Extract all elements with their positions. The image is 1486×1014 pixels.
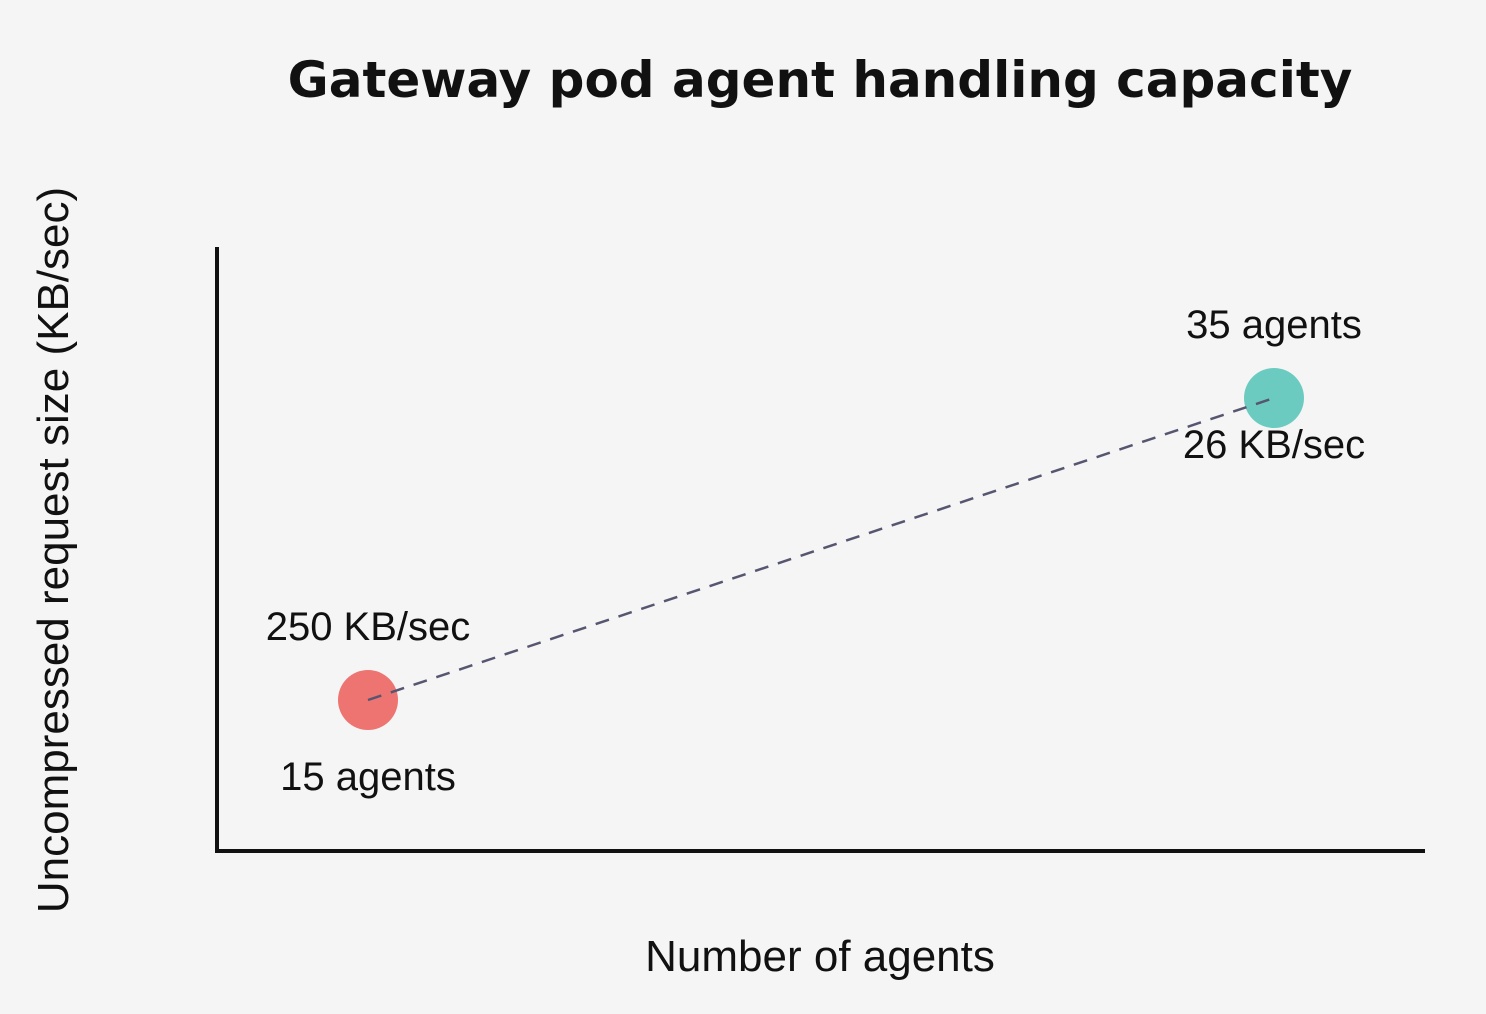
data-label-agents: 15 agents [280,755,456,799]
data-label-value: 26 KB/sec [1183,423,1365,467]
data-point-35-agents [1244,368,1304,428]
chart-title: Gateway pod agent handling capacity [288,51,1353,109]
data-points: 250 KB/sec 15 agents 35 agents 26 KB/sec [266,303,1365,799]
x-axis-label: Number of agents [645,932,995,981]
data-label-value: 250 KB/sec [266,605,471,649]
data-label-agents: 35 agents [1186,303,1362,347]
dashed-connector-line-overlay [367,396,1275,702]
y-axis-label: Uncompressed request size (KB/sec) [29,187,78,913]
